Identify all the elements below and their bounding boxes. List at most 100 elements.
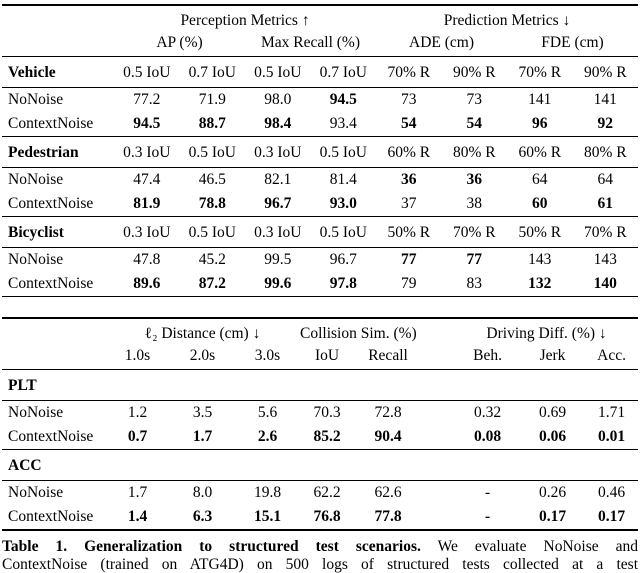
metric-value: 132: [507, 272, 573, 297]
metric-value: 81.9: [114, 192, 180, 217]
metric-value: 98.0: [245, 88, 311, 113]
metric-value: 82.1: [245, 168, 311, 193]
metric-value: 37: [376, 192, 442, 217]
metric-value: 99.5: [245, 248, 311, 273]
table1-body: Perception Metrics ↑Prediction Metrics ↓…: [2, 5, 638, 297]
metric-value: 54: [376, 112, 442, 137]
metric-value: 61: [573, 192, 639, 217]
metric-value: 77: [376, 248, 442, 273]
metric-value: 98.4: [245, 112, 311, 137]
section-name: PLT: [2, 370, 638, 401]
metric-value: 96.7: [245, 192, 311, 217]
metric-header: AP (%): [114, 32, 245, 57]
column-header: 0.7 IoU: [180, 57, 246, 88]
row-label: NoNoise: [2, 88, 114, 113]
table-caption: Table 1. Generalization to structured te…: [2, 538, 638, 573]
caption-text: We evaluate NoNoise and: [438, 538, 638, 555]
row-label: ContextNoise: [2, 505, 105, 530]
metric-value: 94.5: [311, 88, 377, 113]
metric-value: 97.8: [311, 272, 377, 297]
column-header: 70% R: [507, 57, 573, 88]
spacer-cell: [422, 481, 455, 506]
metric-value: 3.5: [170, 401, 235, 426]
column-header: Recall: [354, 345, 422, 370]
spacer-cell: [422, 505, 455, 530]
group-header: Driving Diff. (%) ↓: [455, 318, 638, 345]
metric-value: 77.8: [354, 505, 422, 530]
metric-value: 76.8: [300, 505, 354, 530]
column-header: 80% R: [442, 137, 508, 168]
metric-header: Max Recall (%): [245, 32, 376, 57]
group-header-row: Perception Metrics ↑Prediction Metrics ↓: [2, 5, 638, 32]
caption-title: Table 1. Generalization to structured te…: [2, 538, 421, 555]
spacer-cell: [422, 425, 455, 450]
metric-value: 5.6: [235, 401, 300, 426]
metric-value: 141: [507, 88, 573, 113]
row-label: NoNoise: [2, 248, 114, 273]
metric-value: 0.69: [520, 401, 585, 426]
row-label: NoNoise: [2, 401, 105, 426]
metric-value: 87.2: [180, 272, 246, 297]
metric-value: 0.08: [455, 425, 520, 450]
metric-value: 93.4: [311, 112, 377, 137]
metric-value: 73: [442, 88, 508, 113]
metric-value: 2.6: [235, 425, 300, 450]
column-header: 0.5 IoU: [180, 137, 246, 168]
column-header: 50% R: [507, 217, 573, 248]
metric-value: 89.6: [114, 272, 180, 297]
column-header: 0.3 IoU: [114, 217, 180, 248]
column-header: 0.3 IoU: [245, 137, 311, 168]
metric-value: 1.71: [585, 401, 638, 426]
group-header: Collision Sim. (%) ↑: [300, 318, 422, 345]
empty-cell: [2, 5, 114, 32]
column-header: 3.0s: [235, 345, 300, 370]
metric-value: 92: [573, 112, 639, 137]
metric-value: 0.17: [520, 505, 585, 530]
column-header: 90% R: [442, 57, 508, 88]
metric-value: 60: [507, 192, 573, 217]
row-label: ContextNoise: [2, 112, 114, 137]
column-header: 70% R: [376, 57, 442, 88]
metric-value: 6.3: [170, 505, 235, 530]
metric-value: 79: [376, 272, 442, 297]
metric-value: 0.06: [520, 425, 585, 450]
metric-value: 0.01: [585, 425, 638, 450]
column-header: Acc.: [585, 345, 638, 370]
section-name: Bicyclist: [2, 217, 114, 248]
column-header: 0.5 IoU: [114, 57, 180, 88]
group-header: Prediction Metrics ↓: [376, 5, 638, 32]
metric-value: 143: [573, 248, 639, 273]
metric-value: 15.1: [235, 505, 300, 530]
metric-value: 70.3: [300, 401, 354, 426]
metric-value: 54: [442, 112, 508, 137]
metric-header-row: AP (%)Max Recall (%)ADE (cm)FDE (cm): [2, 32, 638, 57]
metric-value: 47.4: [114, 168, 180, 193]
row-label: ContextNoise: [2, 192, 114, 217]
column-header: 0.5 IoU: [245, 57, 311, 88]
metric-value: 96.7: [311, 248, 377, 273]
metric-value: 72.8: [354, 401, 422, 426]
group-header: Perception Metrics ↑: [114, 5, 376, 32]
metric-value: 62.2: [300, 481, 354, 506]
column-header: 70% R: [573, 217, 639, 248]
metric-value: 141: [573, 88, 639, 113]
metric-value: 99.6: [245, 272, 311, 297]
metric-value: 46.5: [180, 168, 246, 193]
metric-value: 81.4: [311, 168, 377, 193]
perception-prediction-table: Perception Metrics ↑Prediction Metrics ↓…: [2, 4, 638, 297]
section-header-row: PLT: [2, 370, 638, 401]
metric-value: 1.7: [170, 425, 235, 450]
column-header: 50% R: [376, 217, 442, 248]
column-header: 0.5 IoU: [180, 217, 246, 248]
section-name: Vehicle: [2, 57, 114, 88]
metric-value: 0.46: [585, 481, 638, 506]
column-header: 60% R: [376, 137, 442, 168]
